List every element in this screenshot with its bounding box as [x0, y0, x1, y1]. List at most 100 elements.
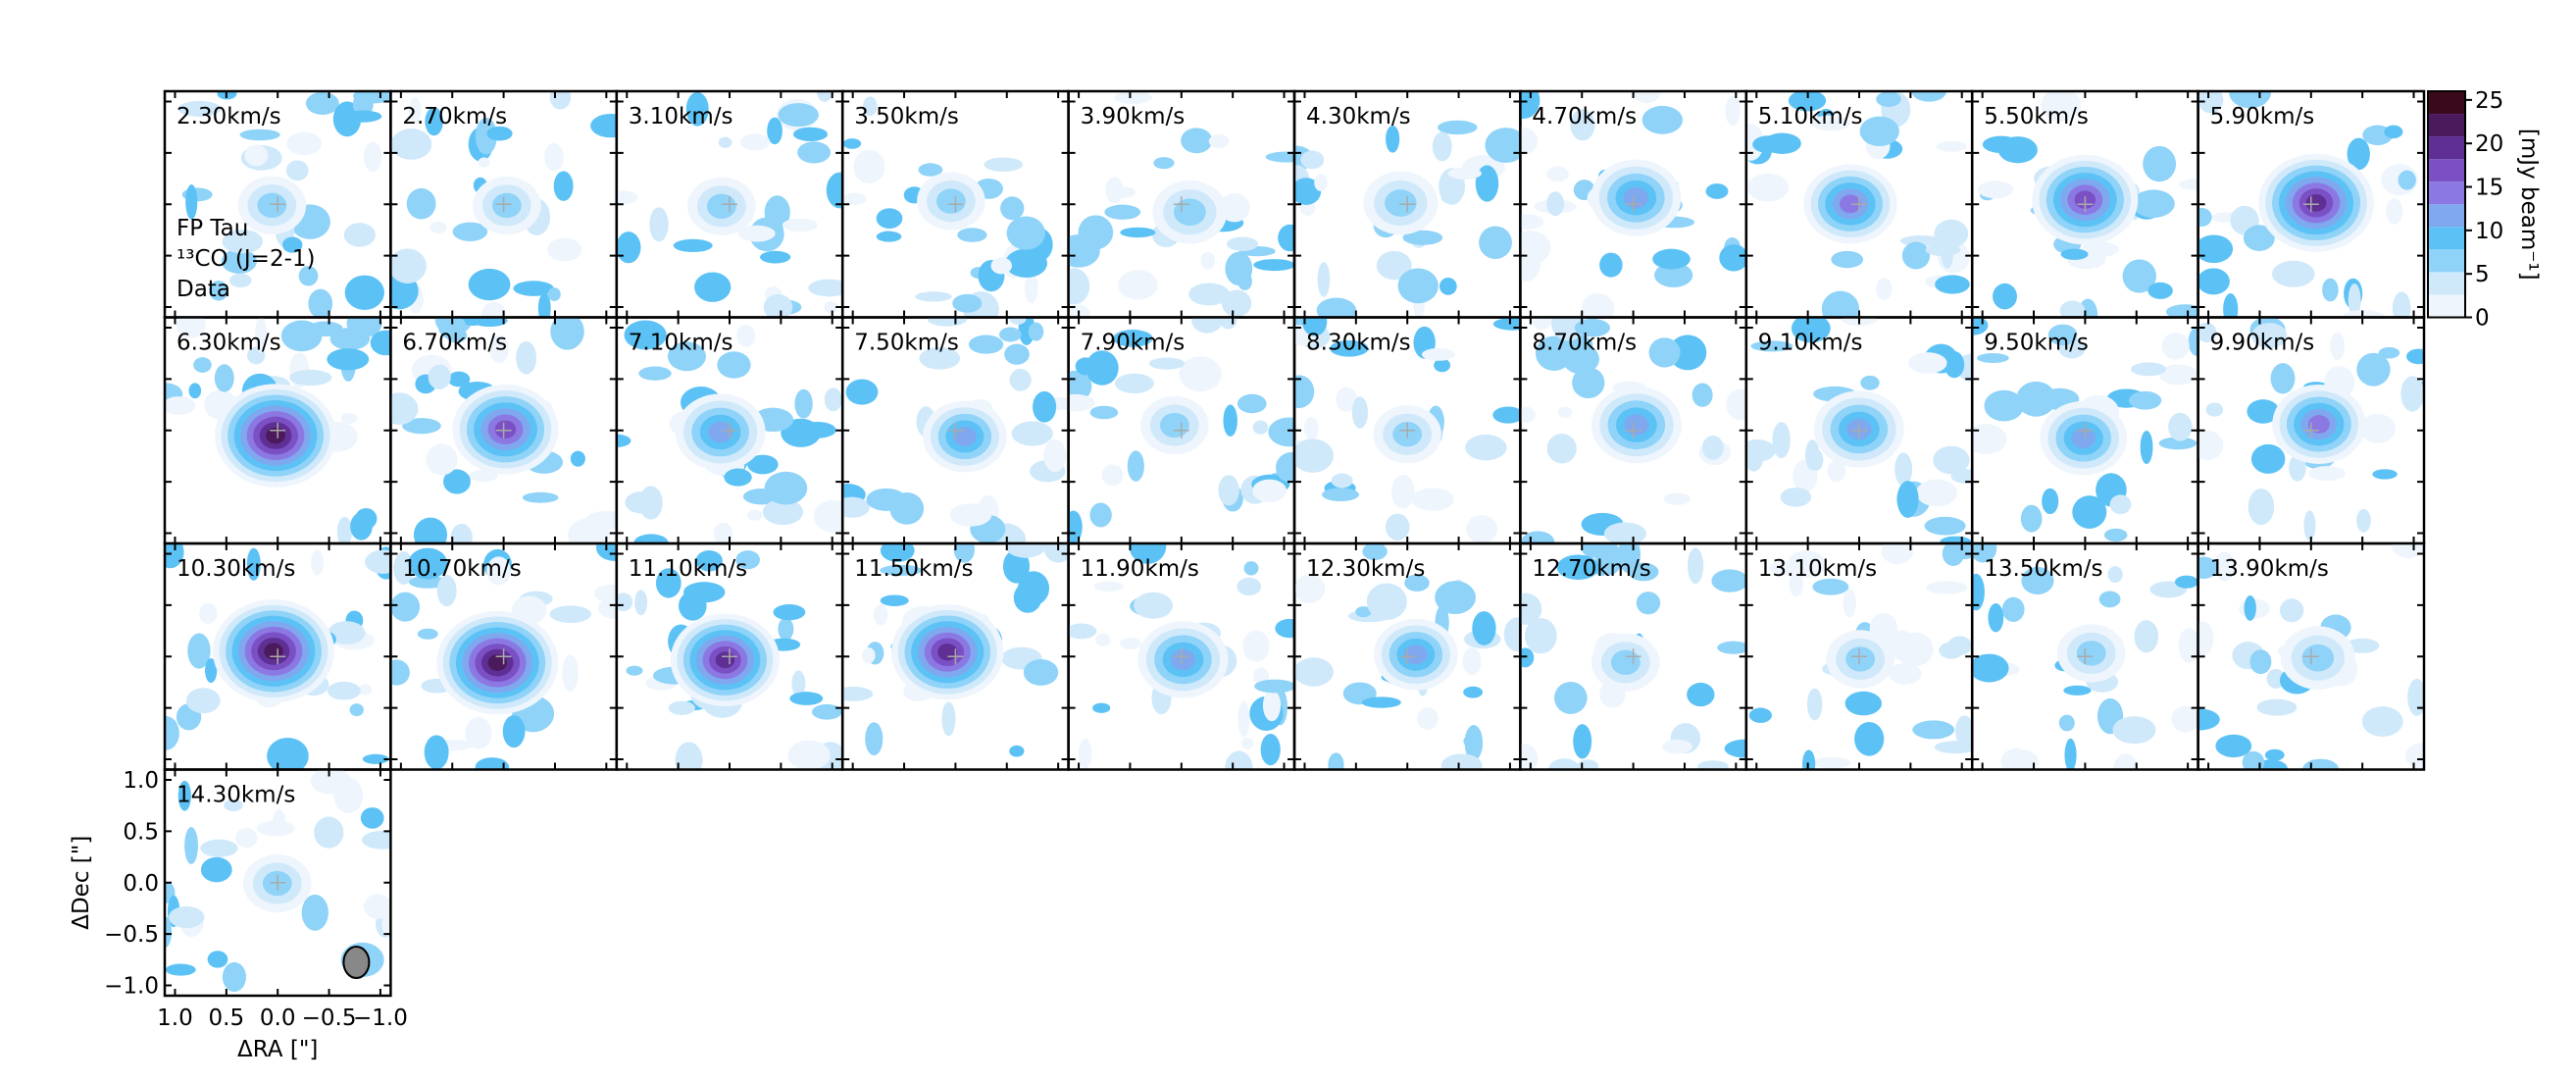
center-cross: [2077, 422, 2094, 438]
channel-label: 7.90km/s: [1081, 331, 1186, 356]
noise-blob: [2248, 488, 2275, 526]
noise-blob: [2147, 282, 2173, 299]
noise-blob: [2356, 508, 2371, 533]
noise-blob: [1005, 543, 1046, 558]
emission-contour: [2076, 641, 2106, 666]
noise-blob: [327, 348, 370, 371]
noise-blob: [1780, 487, 1812, 507]
noise-blob: [1009, 368, 1032, 391]
panel: [2197, 91, 2418, 318]
noise-blob: [1916, 479, 1958, 507]
noise-blob: [2384, 125, 2403, 139]
noise-blob: [2342, 309, 2386, 318]
noise-blob: [952, 293, 983, 313]
noise-blob: [547, 237, 582, 262]
noise-blob: [2392, 291, 2411, 318]
noise-blob: [547, 287, 561, 301]
noise-blob: [1114, 91, 1153, 105]
panel: [1520, 317, 1746, 543]
noise-blob: [1911, 91, 1946, 102]
noise-blob: [597, 597, 617, 619]
noise-blob: [781, 418, 821, 447]
noise-blob: [2407, 678, 2425, 716]
noise-blob: [1472, 611, 1496, 645]
channel-label: 13.50km/s: [1984, 556, 2102, 582]
noise-blob: [1972, 317, 1989, 335]
center-cross: [2077, 648, 2094, 665]
panel: [1745, 317, 1973, 543]
noise-blob: [2021, 566, 2054, 595]
noise-blob: [185, 183, 198, 220]
noise-blob: [1018, 571, 1050, 606]
noise-blob: [437, 317, 467, 339]
noise-blob: [1984, 389, 2025, 422]
noise-blob: [2378, 346, 2400, 359]
noise-blob: [1376, 250, 1412, 281]
noise-blob: [1894, 452, 1913, 487]
noise-blob: [1302, 317, 1328, 336]
noise-blob: [782, 218, 818, 232]
noise-blob: [2143, 145, 2177, 182]
noise-blob: [267, 737, 309, 770]
noise-blob: [1726, 388, 1746, 421]
emission-contour: [953, 427, 977, 446]
annotation: Data: [177, 277, 230, 302]
panel: [390, 317, 617, 543]
noise-blob: [1889, 662, 1922, 685]
noise-blob: [1890, 630, 1914, 661]
noise-blob: [2179, 179, 2198, 190]
noise-blob: [2404, 742, 2425, 770]
noise-blob: [1011, 421, 1053, 446]
noise-blob: [1663, 492, 1691, 505]
noise-blob: [1599, 252, 1623, 278]
noise-blob: [1386, 125, 1400, 153]
noise-blob: [2112, 716, 2156, 745]
noise-blob: [2098, 591, 2121, 608]
noise-blob: [2251, 323, 2288, 349]
noise-blob: [516, 340, 537, 375]
noise-blob: [2361, 706, 2403, 737]
noise-blob: [1577, 759, 1599, 770]
noise-blob: [1351, 396, 1368, 429]
noise-blob: [549, 605, 591, 624]
noise-blob: [2000, 748, 2032, 770]
noise-blob: [1200, 251, 1216, 270]
center-cross: [1399, 648, 1416, 665]
noise-blob: [2356, 352, 2391, 387]
emission-peak: [1363, 171, 1439, 235]
noise-blob: [2132, 189, 2175, 218]
channel-label: 5.10km/s: [1758, 104, 1863, 129]
noise-blob: [1314, 174, 1328, 192]
noise-blob: [1652, 248, 1691, 270]
noise-blob: [2247, 399, 2280, 424]
noise-blob: [797, 141, 832, 164]
channel-label: 3.10km/s: [629, 104, 733, 129]
noise-blob: [1438, 120, 1478, 135]
noise-blob: [390, 659, 410, 686]
noise-blob: [165, 715, 179, 750]
noise-blob: [1265, 151, 1294, 163]
panel: [177, 91, 391, 318]
noise-blob: [1330, 339, 1369, 357]
noise-blob: [1788, 91, 1827, 112]
noise-blob: [735, 550, 760, 570]
noise-blob: [811, 703, 842, 720]
noise-blob: [1294, 178, 1322, 205]
noise-blob: [1385, 513, 1410, 541]
noise-blob: [1434, 358, 1451, 373]
noise-blob: [1860, 375, 1880, 390]
center-cross: [2077, 196, 2094, 213]
noise-blob: [764, 195, 790, 230]
noise-blob: [957, 228, 987, 242]
channel-label: 9.50km/s: [1984, 331, 2089, 356]
emission-contour: [715, 651, 735, 669]
noise-blob: [999, 327, 1022, 342]
noise-blob: [1411, 488, 1454, 511]
noise-blob: [808, 279, 843, 297]
noise-blob: [2345, 638, 2380, 653]
noise-blob: [2174, 575, 2198, 589]
emission-contour: [1174, 198, 1206, 227]
noise-blob: [1492, 406, 1521, 424]
noise-blob: [767, 117, 783, 145]
noise-blob: [1748, 707, 1772, 723]
